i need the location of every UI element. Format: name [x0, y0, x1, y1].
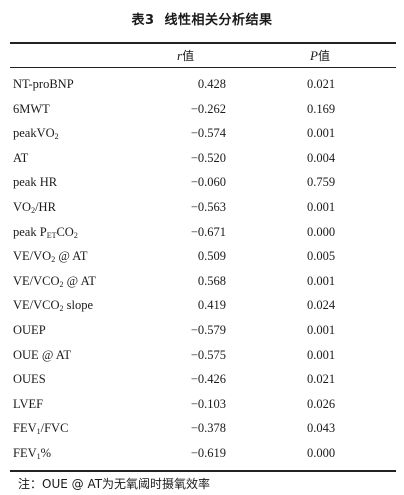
- p-value: 0.021: [307, 77, 336, 91]
- variable-name: 6MWT: [13, 101, 50, 116]
- variable-name: LVEF: [13, 396, 44, 411]
- table-row: VO2/HR −0.563 0.001: [0, 197, 404, 222]
- r-value: −0.060: [190, 175, 226, 190]
- p-value: 0.001: [307, 126, 336, 141]
- variable-name: VO2/HR: [13, 199, 56, 215]
- table-caption: 表3 线性相关分析结果: [0, 9, 404, 28]
- header-r: r值: [177, 47, 194, 64]
- table-row: NT-proBNP 0.428 0.021: [0, 74, 404, 99]
- table-row: VE/VO2 @ AT 0.509 0.005: [0, 246, 404, 271]
- r-value: 0.419: [197, 298, 226, 313]
- variable-name: VE/VCO2 @ AT: [13, 273, 96, 289]
- r-value: −0.520: [190, 150, 226, 165]
- variable-name: VE/VO2 @ AT: [13, 249, 88, 265]
- variable-name: peak HR: [13, 175, 58, 190]
- table-row: VE/VCO2 slope 0.419 0.024: [0, 295, 404, 320]
- variable-name: FEV1/FVC: [13, 421, 69, 437]
- variable-name: peakVO2: [13, 126, 59, 142]
- variable-name: NT-proBNP: [13, 77, 74, 91]
- table-title: 线性相关分析结果: [164, 13, 273, 28]
- header-p: P值: [310, 47, 330, 64]
- table-row: peakVO2 −0.574 0.001: [0, 123, 404, 148]
- header-p-suffix: 值: [317, 49, 330, 63]
- r-value: −0.426: [190, 372, 226, 387]
- table-row: OUES −0.426 0.021: [0, 369, 404, 394]
- table-row: OUEP −0.579 0.001: [0, 320, 404, 345]
- variable-name: OUEP: [13, 322, 46, 337]
- p-value: 0.000: [307, 224, 336, 239]
- r-value: −0.579: [190, 322, 226, 337]
- p-value: 0.000: [307, 445, 336, 460]
- header-rule: [10, 67, 396, 68]
- p-value: 0.001: [307, 273, 336, 288]
- r-value: −0.563: [190, 199, 226, 214]
- p-value: 0.026: [307, 396, 336, 411]
- table-row: peak HR −0.060 0.759: [0, 172, 404, 197]
- table-number: 表3: [131, 13, 155, 28]
- table-row: 6MWT −0.262 0.169: [0, 99, 404, 124]
- r-value: −0.671: [190, 224, 226, 239]
- r-value: 0.509: [197, 249, 226, 264]
- table-row: OUE @ AT −0.575 0.001: [0, 345, 404, 370]
- r-value: −0.378: [190, 421, 226, 436]
- p-value: 0.043: [307, 421, 336, 436]
- r-value: −0.262: [190, 101, 226, 116]
- table-row: LVEF −0.103 0.026: [0, 394, 404, 419]
- p-value: 0.021: [307, 372, 336, 387]
- p-value: 0.001: [307, 347, 336, 362]
- variable-name: OUES: [13, 372, 46, 387]
- bottom-rule: [10, 470, 396, 472]
- table-row: FEV1/FVC −0.378 0.043: [0, 418, 404, 443]
- r-value: −0.103: [190, 396, 226, 411]
- p-value: 0.005: [307, 249, 336, 264]
- header-r-suffix: 值: [182, 49, 195, 63]
- r-value: −0.619: [190, 445, 226, 460]
- header-r-symbol: r: [177, 48, 183, 63]
- r-value: −0.575: [190, 347, 226, 362]
- table-row: FEV1% −0.619 0.000: [0, 443, 404, 468]
- r-value: 0.568: [197, 273, 226, 288]
- variable-name: peak PETCO2: [13, 224, 78, 240]
- r-value: 0.428: [197, 77, 226, 91]
- table-row: AT −0.520 0.004: [0, 148, 404, 173]
- p-value: 0.169: [307, 101, 336, 116]
- header-p-symbol: P: [310, 48, 318, 63]
- variable-name: AT: [13, 150, 29, 165]
- p-value: 0.001: [307, 322, 336, 337]
- variable-name: FEV1%: [13, 445, 52, 461]
- p-value: 0.001: [307, 199, 336, 214]
- p-value: 0.004: [307, 150, 336, 165]
- table-note: 注：OUE @ AT为无氧阈时摄氧效率: [18, 477, 211, 491]
- p-value: 0.759: [307, 175, 336, 190]
- variable-name: OUE @ AT: [13, 347, 72, 362]
- r-value: −0.574: [190, 126, 226, 141]
- top-rule: [10, 42, 396, 44]
- p-value: 0.024: [307, 298, 336, 313]
- variable-name: VE/VCO2 slope: [13, 298, 94, 314]
- table-body: NT-proBNP 0.428 0.021 6MWT −0.262 0.169 peakVO…: [0, 74, 404, 468]
- table-row: peak PETCO2 −0.671 0.000: [0, 222, 404, 247]
- table-row: VE/VCO2 @ AT 0.568 0.001: [0, 271, 404, 296]
